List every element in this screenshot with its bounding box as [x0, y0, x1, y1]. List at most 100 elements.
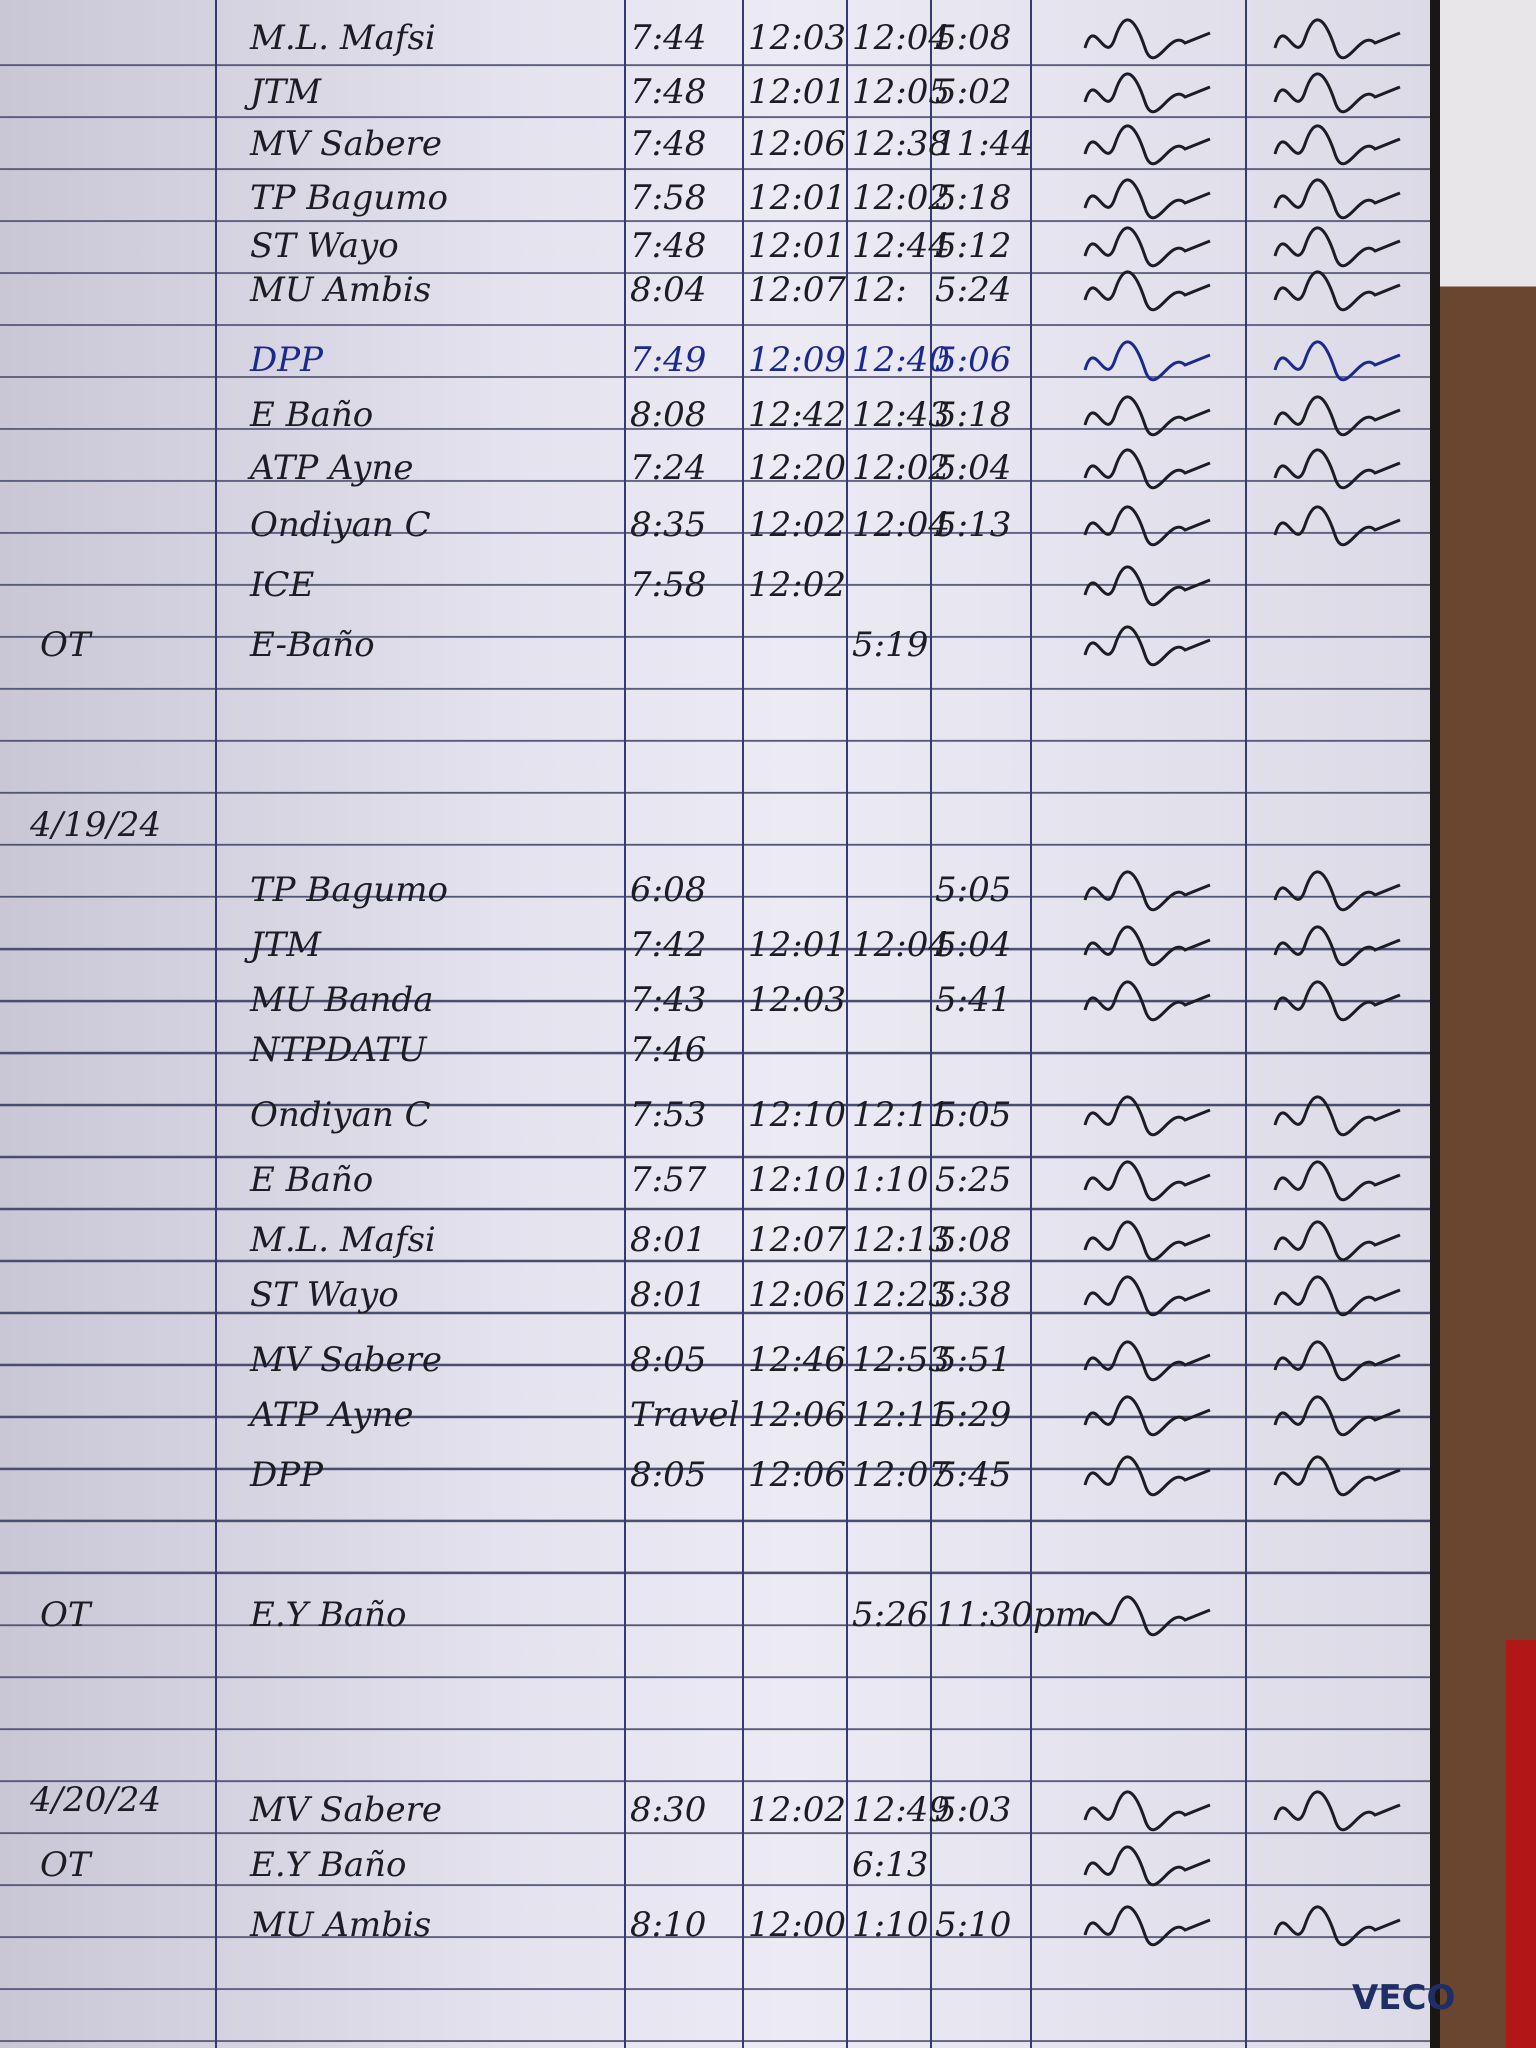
table-row: ST Wayo 7:48 12:01 12:44 5:12	[0, 226, 1430, 278]
signature-in	[1083, 1395, 1211, 1437]
signature-out	[1273, 1220, 1401, 1262]
time-in-pm: 12:04	[852, 505, 950, 545]
signature-in	[1083, 1275, 1211, 1317]
time-in-am: 8:01	[630, 1220, 707, 1260]
ot-mark: OT	[40, 1845, 91, 1885]
table-row: ST Wayo 8:01 12:06 12:23 5:38	[0, 1275, 1430, 1327]
employee-name: MU Ambis	[250, 270, 432, 310]
signature-in	[1083, 1790, 1211, 1832]
time-out-am: 12:07	[748, 1220, 846, 1260]
signature-out	[1273, 1790, 1401, 1832]
employee-name: DPP	[250, 340, 324, 380]
time-in-pm: 12:07	[852, 1455, 950, 1495]
time-out-pm: 5:02	[935, 72, 1012, 112]
signature-in	[1083, 625, 1211, 667]
time-out-pm: 5:25	[935, 1160, 1012, 1200]
employee-name: DPP	[250, 1455, 324, 1495]
time-out-am: 12:01	[748, 925, 846, 965]
signature-in	[1083, 1160, 1211, 1202]
employee-name: MV Sabere	[250, 1340, 442, 1380]
time-in-am: 7:58	[630, 178, 707, 218]
time-in-am: 7:48	[630, 226, 707, 266]
time-out-pm: 11:30pm	[935, 1595, 1087, 1635]
time-in-am: 6:08	[630, 870, 707, 910]
table-row: MV Sabere 8:05 12:46 12:53 5:51	[0, 1340, 1430, 1392]
time-in-am: 7:53	[630, 1095, 707, 1135]
signature-out	[1273, 178, 1401, 220]
table-row: MU Ambis 8:04 12:07 12: 5:24	[0, 270, 1430, 322]
table-row: E Baño 7:57 12:10 1:10 5:25	[0, 1160, 1430, 1212]
signature-in	[1083, 1845, 1211, 1887]
time-in-am: 7:24	[630, 448, 707, 488]
time-in-pm: 12:02	[852, 448, 950, 488]
time-in-am: 8:08	[630, 395, 707, 435]
employee-name: ATP Ayne	[250, 1395, 414, 1435]
signature-out	[1273, 340, 1401, 382]
ot-mark: OT	[40, 625, 91, 665]
time-out-pm: 5:06	[935, 340, 1012, 380]
entry-date: 4/19/24	[30, 805, 162, 845]
time-in-am: 8:35	[630, 505, 707, 545]
employee-name: NTPDATU	[250, 1030, 427, 1070]
time-in-am: 8:05	[630, 1340, 707, 1380]
time-in-pm: 12:43	[852, 395, 950, 435]
table-row: M.L. Mafsi 7:44 12:03 12:04 5:08	[0, 18, 1430, 70]
employee-name: TP Bagumo	[250, 870, 448, 910]
time-out-pm: 5:24	[935, 270, 1012, 310]
column-divider	[742, 0, 744, 2048]
notebook-spine-edge	[1430, 0, 1442, 2048]
employee-name: ST Wayo	[250, 1275, 399, 1315]
employee-name: M.L. Mafsi	[250, 18, 436, 58]
time-in-am: 8:01	[630, 1275, 707, 1315]
time-out-am: 12:42	[748, 395, 846, 435]
time-in-pm: 12:13	[852, 1220, 950, 1260]
time-in-am: 7:43	[630, 980, 707, 1020]
time-in-am: 8:05	[630, 1455, 707, 1495]
signature-in	[1083, 270, 1211, 312]
margin-line	[215, 0, 217, 2048]
table-row: OT E-Baño 5:19	[0, 625, 1430, 677]
time-out-am: 12:01	[748, 226, 846, 266]
time-out-pm: 5:45	[935, 1455, 1012, 1495]
employee-name: JTM	[250, 925, 322, 965]
time-in-pm: 5:26	[852, 1595, 929, 1635]
employee-name: ST Wayo	[250, 226, 399, 266]
table-row: MU Ambis 8:10 12:00 1:10 5:10	[0, 1905, 1430, 1957]
time-out-am: 12:02	[748, 505, 846, 545]
time-in-pm: 12:	[852, 270, 907, 310]
signature-out	[1273, 870, 1401, 912]
time-out-pm: 5:10	[935, 1905, 1012, 1945]
time-in-pm: 12:04	[852, 18, 950, 58]
table-row: JTM 7:42 12:01 12:04 5:04	[0, 925, 1430, 977]
signature-in	[1083, 395, 1211, 437]
signature-out	[1273, 448, 1401, 490]
column-divider	[930, 0, 932, 2048]
time-out-am: 12:06	[748, 1395, 846, 1435]
signature-in	[1083, 1595, 1211, 1637]
time-out-pm: 5:51	[935, 1340, 1012, 1380]
signature-in	[1083, 1905, 1211, 1947]
time-in-am: 8:10	[630, 1905, 707, 1945]
employee-name: E Baño	[250, 395, 374, 435]
time-in-pm: 12:04	[852, 925, 950, 965]
employee-name: MU Banda	[250, 980, 434, 1020]
signature-out	[1273, 505, 1401, 547]
table-row: NTPDATU 7:46	[0, 1030, 1430, 1082]
table-row: Ondiyan C 7:53 12:10 12:11 5:05	[0, 1095, 1430, 1147]
time-out-am: 12:10	[748, 1160, 846, 1200]
employee-name: Ondiyan C	[250, 1095, 431, 1135]
entry-date: 4/20/24	[30, 1780, 162, 1820]
employee-name: E.Y Baño	[250, 1595, 407, 1635]
time-out-pm: 5:08	[935, 1220, 1012, 1260]
table-row: DPP 8:05 12:06 12:07 5:45	[0, 1455, 1430, 1507]
time-in-am: 7:42	[630, 925, 707, 965]
time-out-am: 12:09	[748, 340, 846, 380]
signature-in	[1083, 925, 1211, 967]
signature-out	[1273, 1455, 1401, 1497]
time-out-pm: 5:29	[935, 1395, 1012, 1435]
employee-name: E-Baño	[250, 625, 375, 665]
time-out-am: 12:06	[748, 1455, 846, 1495]
table-row: MV Sabere 7:48 12:06 12:38 11:44	[0, 124, 1430, 176]
signature-in	[1083, 124, 1211, 166]
time-out-am: 12:02	[748, 565, 846, 605]
